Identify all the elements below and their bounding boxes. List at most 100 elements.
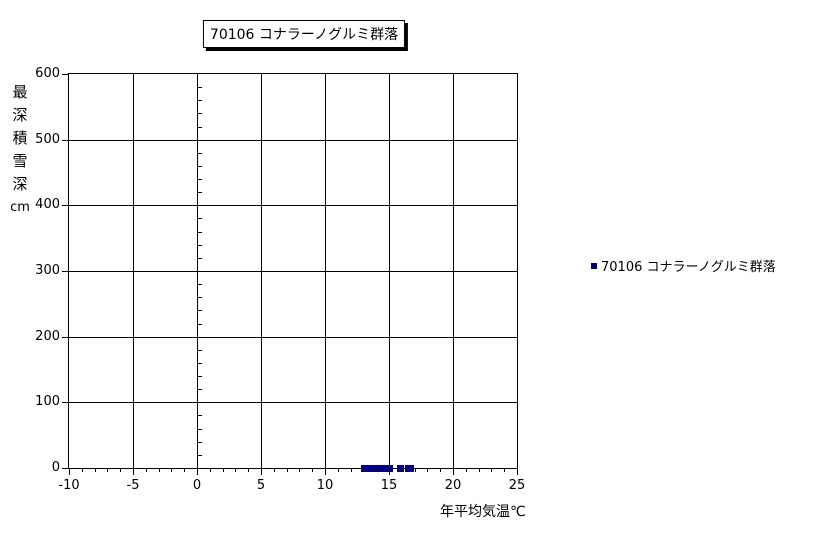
x-minor-tick (286, 469, 288, 472)
data-point (385, 464, 393, 472)
y-minor-tick (198, 428, 202, 430)
x-minor-tick (184, 469, 186, 472)
y-major-tick (62, 205, 69, 207)
x-minor-tick (504, 469, 506, 472)
y-major-tick (62, 336, 69, 338)
x-minor-tick (81, 469, 83, 472)
y-axis-title-char: 深 (12, 175, 28, 193)
x-minor-tick (248, 469, 250, 472)
y-minor-tick (198, 192, 202, 194)
y-minor-tick (198, 100, 202, 102)
y-minor-tick (198, 87, 202, 89)
y-minor-tick (198, 126, 202, 128)
x-tick-label: 20 (444, 478, 462, 493)
y-minor-tick (198, 179, 202, 181)
x-tick-label: 25 (508, 478, 526, 493)
x-minor-tick (440, 469, 442, 472)
y-axis-title-char: 深 (12, 106, 28, 124)
x-major-tick (261, 469, 262, 475)
y-minor-tick (198, 297, 202, 299)
y-minor-tick (198, 389, 202, 391)
x-major-tick (133, 469, 134, 475)
x-minor-tick (209, 469, 211, 472)
y-minor-tick (198, 349, 202, 351)
y-major-tick (62, 139, 69, 141)
legend: 70106 コナラーノグルミ群落 (591, 256, 776, 275)
x-major-tick (197, 469, 198, 475)
gridline-horizontal (69, 402, 517, 404)
gridline-horizontal (69, 139, 517, 141)
y-major-tick (62, 468, 69, 469)
y-minor-tick (198, 231, 202, 233)
gridline-horizontal (69, 205, 517, 207)
y-major-tick (62, 271, 69, 272)
y-minor-tick (198, 165, 202, 167)
legend-marker-icon (591, 262, 597, 269)
x-minor-tick (107, 469, 109, 472)
x-minor-tick (465, 469, 467, 472)
y-minor-tick (198, 362, 202, 364)
x-minor-tick (363, 469, 365, 472)
y-axis-title-char: 最 (12, 83, 28, 101)
y-tick-label: 300 (35, 263, 60, 278)
x-minor-tick (337, 469, 339, 472)
y-minor-tick (198, 310, 202, 312)
x-minor-tick (273, 469, 275, 472)
x-minor-tick (171, 469, 173, 472)
x-axis-title: 年平均気温℃ (440, 504, 526, 520)
x-minor-tick (222, 469, 224, 472)
x-tick-label: -10 (58, 478, 80, 493)
y-tick-label: 100 (35, 394, 60, 410)
y-minor-tick (198, 323, 202, 325)
x-major-tick (389, 469, 390, 475)
x-tick-label: -5 (126, 478, 140, 493)
x-minor-tick (350, 469, 352, 472)
x-minor-tick (427, 469, 429, 472)
x-minor-tick (94, 469, 96, 472)
y-minor-tick (198, 113, 202, 115)
gridline-horizontal (69, 271, 517, 272)
y-minor-tick (198, 244, 202, 246)
x-tick-label: 0 (192, 478, 202, 493)
y-minor-tick (198, 454, 202, 456)
x-major-tick (325, 469, 326, 475)
y-minor-tick (198, 284, 202, 286)
x-minor-tick (401, 469, 403, 472)
y-tick-label: 0 (51, 460, 60, 475)
x-major-tick (517, 469, 518, 475)
plot-area (68, 73, 518, 472)
x-tick-label: 5 (256, 478, 266, 493)
y-tick-label: 200 (35, 328, 60, 344)
chart-title-box: 70106 コナラーノグルミ群落 (202, 20, 406, 48)
x-minor-tick (491, 469, 493, 472)
y-minor-tick (198, 441, 202, 443)
x-tick-label: 10 (316, 478, 334, 493)
y-tick-label: 400 (35, 197, 60, 213)
x-minor-tick (235, 469, 237, 472)
x-minor-tick (145, 469, 147, 472)
y-minor-tick (198, 415, 202, 417)
x-minor-tick (312, 469, 314, 472)
gridline-horizontal (69, 336, 517, 338)
y-minor-tick (198, 257, 202, 259)
chart-title: 70106 コナラーノグルミ群落 (209, 27, 399, 43)
data-point (407, 464, 415, 472)
x-minor-tick (120, 469, 122, 472)
y-axis-title-char: 積 (12, 129, 28, 147)
x-minor-tick (158, 469, 160, 472)
y-major-tick (62, 402, 69, 404)
y-axis-title: 最深積雪深 cm (8, 81, 32, 219)
y-minor-tick (198, 152, 202, 154)
x-minor-tick (478, 469, 480, 472)
x-major-tick (69, 469, 70, 475)
y-minor-tick (198, 218, 202, 220)
legend-label: 70106 コナラーノグルミ群落 (601, 260, 776, 275)
x-minor-tick (376, 469, 378, 472)
y-tick-label: 500 (35, 131, 60, 147)
y-tick-label: 600 (35, 66, 60, 81)
data-point (397, 464, 405, 472)
x-minor-tick (414, 469, 416, 472)
x-minor-tick (299, 469, 301, 472)
y-axis-title-char: 雪 (12, 152, 28, 170)
x-tick-label: 15 (380, 478, 398, 493)
